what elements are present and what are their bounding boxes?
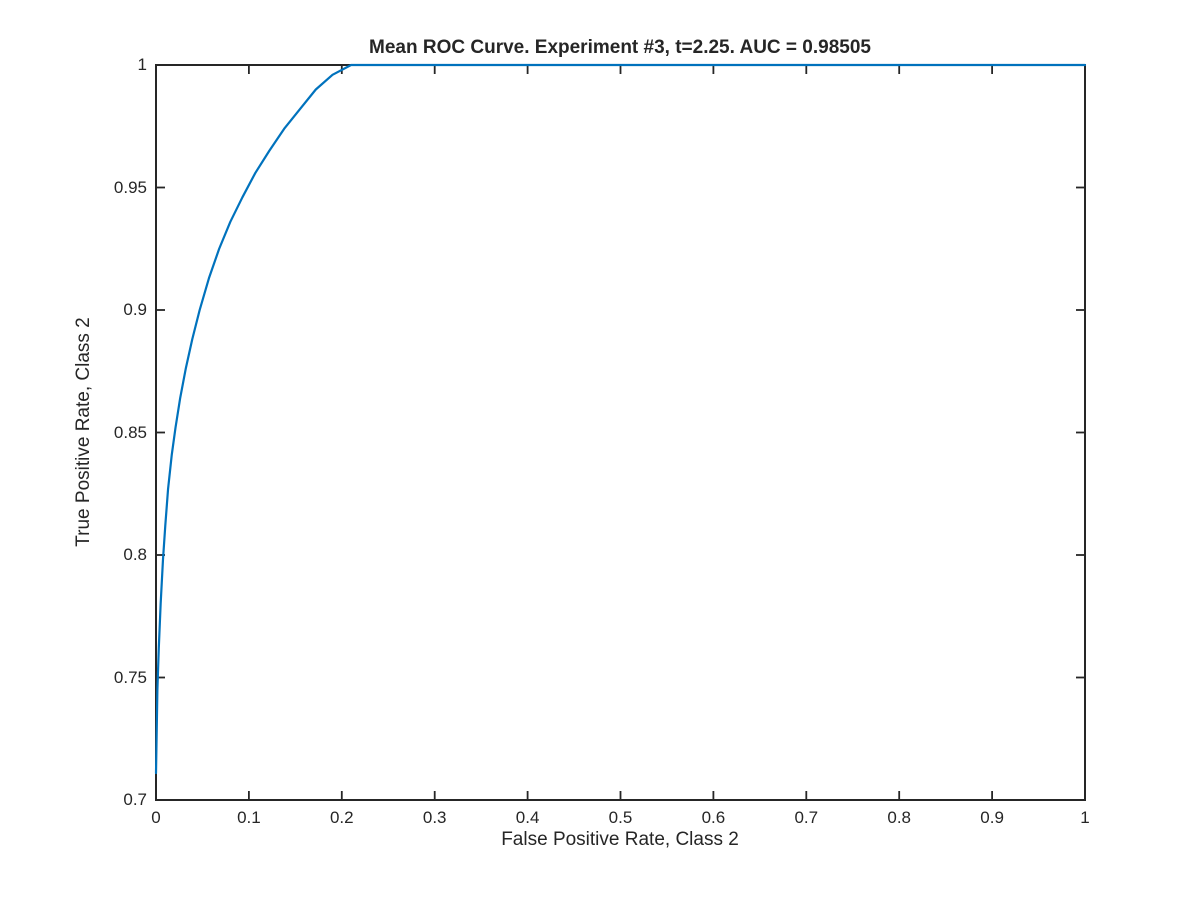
x-tick-label: 0.8: [887, 808, 912, 827]
y-tick-label: 0.7: [123, 790, 147, 809]
y-tick-label: 0.85: [113, 422, 147, 442]
y-tick-label: 0.8: [123, 545, 147, 564]
x-axis-label: False Positive Rate, Class 2: [501, 829, 739, 850]
x-tick-label: 0.9: [980, 808, 1004, 827]
y-tick-label: 0.95: [113, 177, 147, 197]
axes-box: [155, 64, 1086, 801]
x-tick-label: 0.4: [515, 808, 540, 827]
x-tick-label: 0.5: [608, 808, 633, 827]
x-tick-label: 0.7: [794, 808, 819, 827]
chart-title: Mean ROC Curve. Experiment #3, t=2.25. A…: [369, 37, 871, 58]
roc-curve: [154, 63, 1087, 775]
x-tick-label: 0.6: [701, 808, 726, 827]
y-axis-label: True Positive Rate, Class 2: [73, 317, 94, 547]
x-tick-label: 0: [151, 808, 161, 827]
x-tick-label: 1: [1080, 808, 1090, 827]
x-tick-label: 0.1: [237, 808, 261, 827]
x-tick-label: 0.2: [329, 808, 354, 827]
y-tick-label: 0.9: [123, 300, 147, 319]
y-tick-label: 1: [137, 55, 147, 74]
x-tick-label: 0.3: [422, 808, 447, 827]
y-tick-label: 0.75: [113, 667, 147, 687]
